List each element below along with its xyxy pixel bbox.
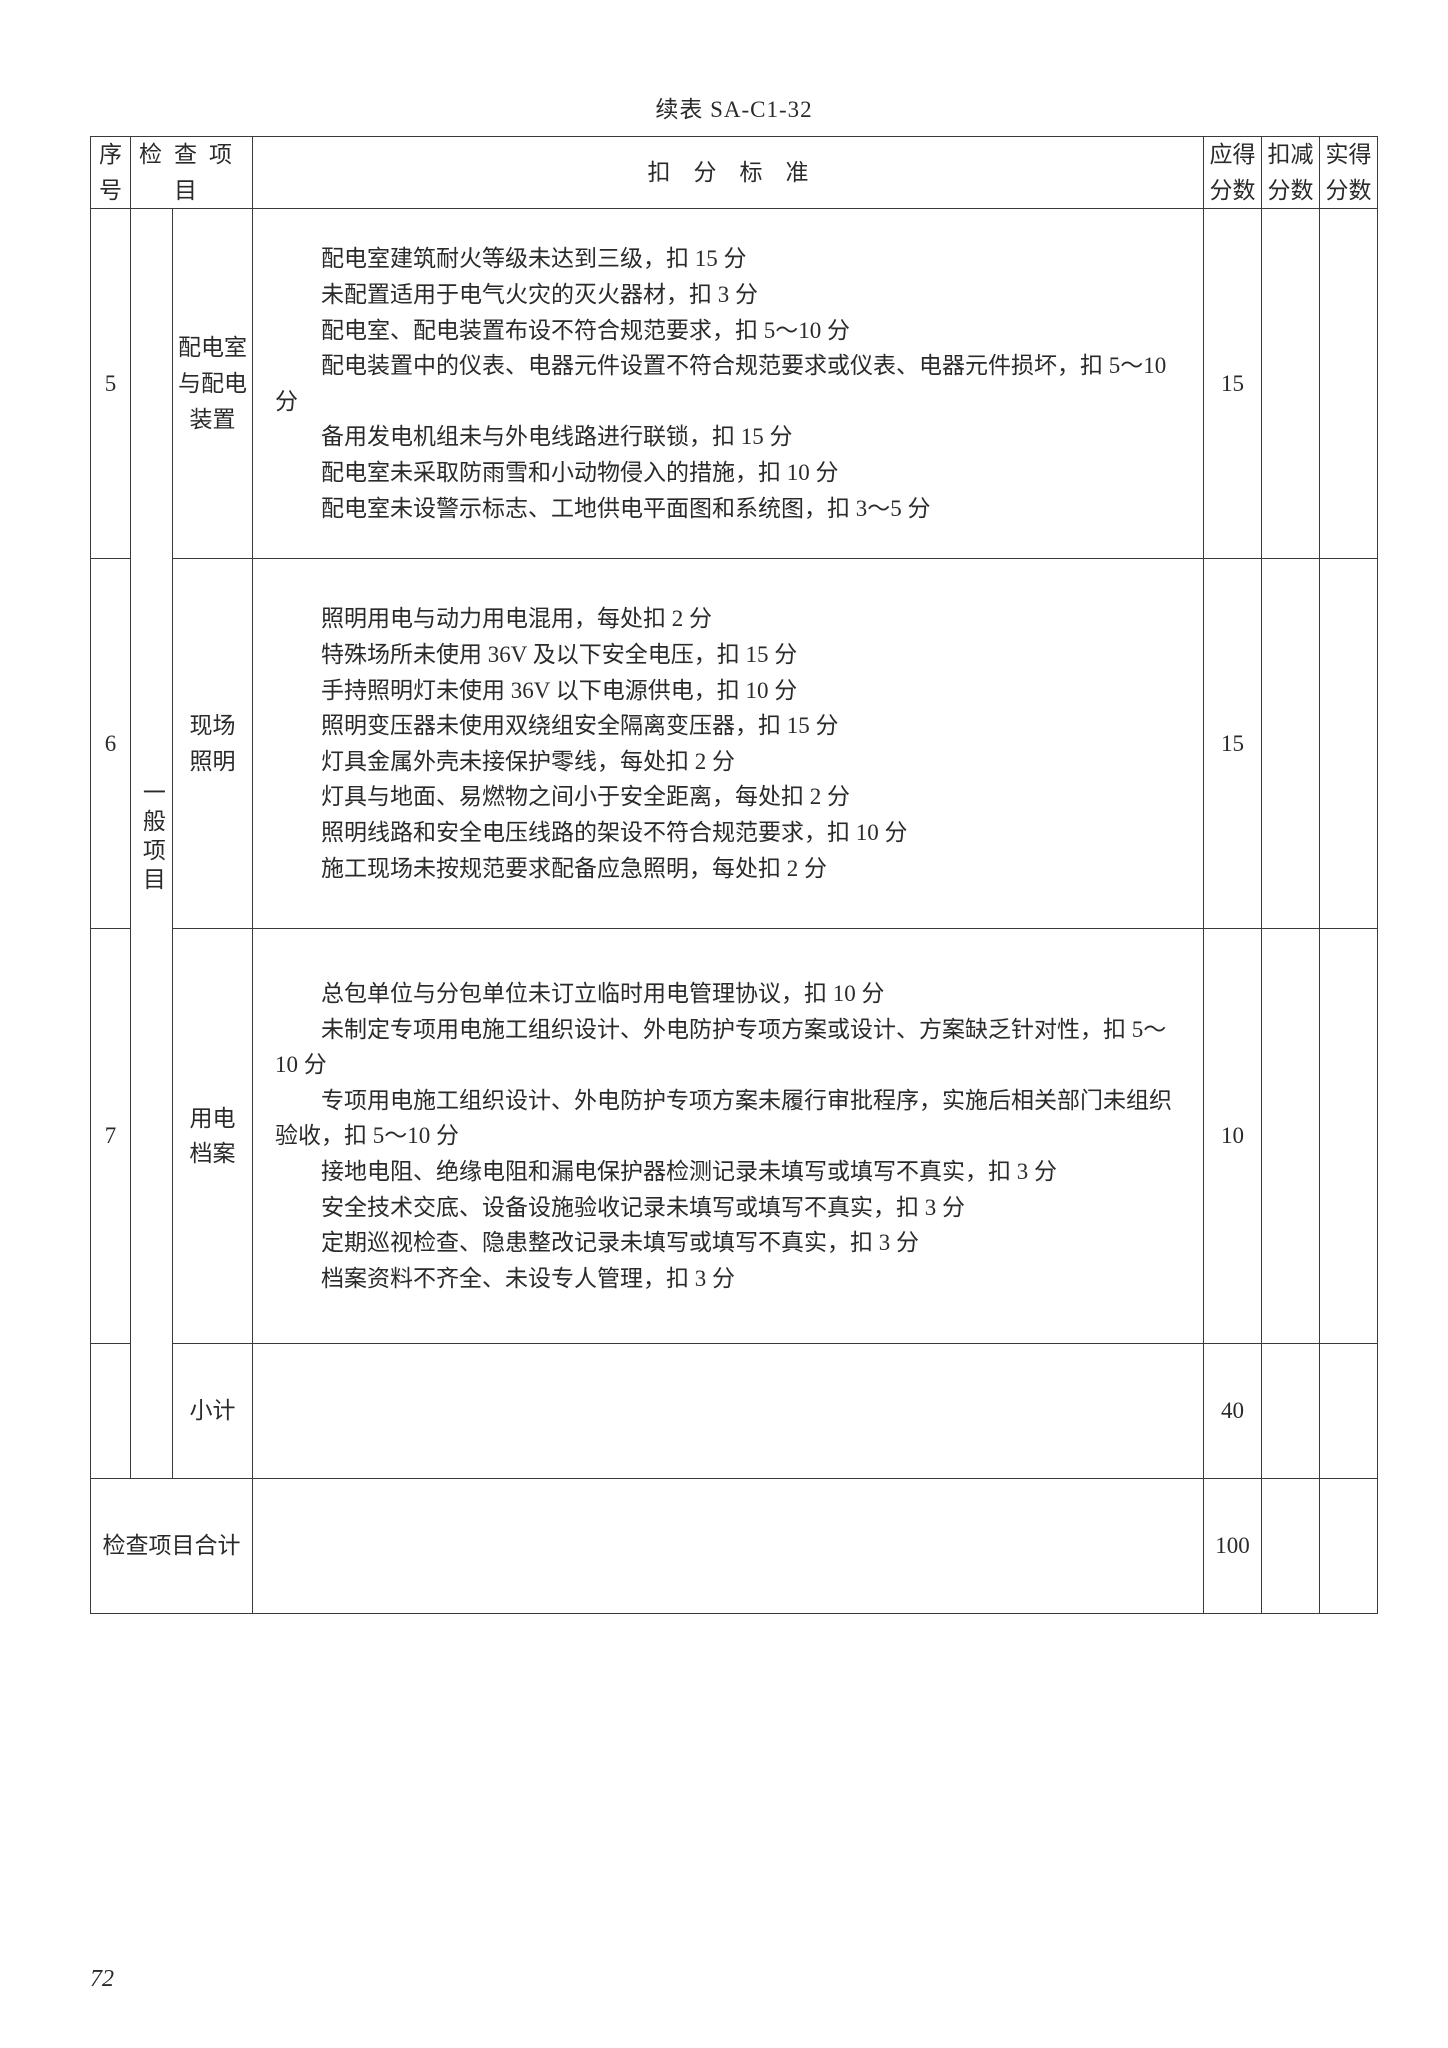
col-act: 实得分数	[1320, 137, 1378, 209]
row-ded	[1262, 929, 1320, 1344]
row-act	[1320, 209, 1378, 559]
row-act	[1320, 929, 1378, 1344]
subtotal-act	[1320, 1344, 1378, 1479]
total-score: 100	[1204, 1479, 1262, 1614]
row-item: 配电室与配电装置	[173, 209, 253, 559]
row-score: 15	[1204, 559, 1262, 929]
total-label: 检查项目合计	[91, 1479, 253, 1614]
row-score: 10	[1204, 929, 1262, 1344]
row-ded	[1262, 209, 1320, 559]
page-number: 72	[90, 1966, 114, 1993]
row-std: 总包单位与分包单位未订立临时用电管理协议，扣 10 分未制定专项用电施工组织设计…	[253, 929, 1204, 1344]
subtotal-ded	[1262, 1344, 1320, 1479]
total-std	[253, 1479, 1204, 1614]
subtotal-label: 小计	[173, 1344, 253, 1479]
subtotal-std	[253, 1344, 1204, 1479]
row-ded	[1262, 559, 1320, 929]
row-item: 现场照明	[173, 559, 253, 929]
table-caption: 续表 SA-C1-32	[90, 90, 1378, 124]
col-due: 应得分数	[1204, 137, 1262, 209]
row-seq: 6	[91, 559, 131, 929]
row-std: 照明用电与动力用电混用，每处扣 2 分特殊场所未使用 36V 及以下安全电压，扣…	[253, 559, 1204, 929]
row-seq: 7	[91, 929, 131, 1344]
row-score: 15	[1204, 209, 1262, 559]
col-seq: 序号	[91, 137, 131, 209]
subtotal-seq	[91, 1344, 131, 1479]
col-item: 检查项目	[131, 137, 253, 209]
col-ded: 扣减分数	[1262, 137, 1320, 209]
col-std: 扣 分 标 准	[253, 137, 1204, 209]
category-cell: 一般项目	[131, 209, 173, 1479]
inspection-table: 序号检查项目扣 分 标 准应得分数扣减分数实得分数 5一般项目配电室与配电装置配电…	[90, 136, 1378, 1614]
total-ded	[1262, 1479, 1320, 1614]
total-act	[1320, 1479, 1378, 1614]
row-seq: 5	[91, 209, 131, 559]
row-item: 用电档案	[173, 929, 253, 1344]
row-std: 配电室建筑耐火等级未达到三级，扣 15 分未配置适用于电气火灾的灭火器材，扣 3…	[253, 209, 1204, 559]
row-act	[1320, 559, 1378, 929]
subtotal-score: 40	[1204, 1344, 1262, 1479]
